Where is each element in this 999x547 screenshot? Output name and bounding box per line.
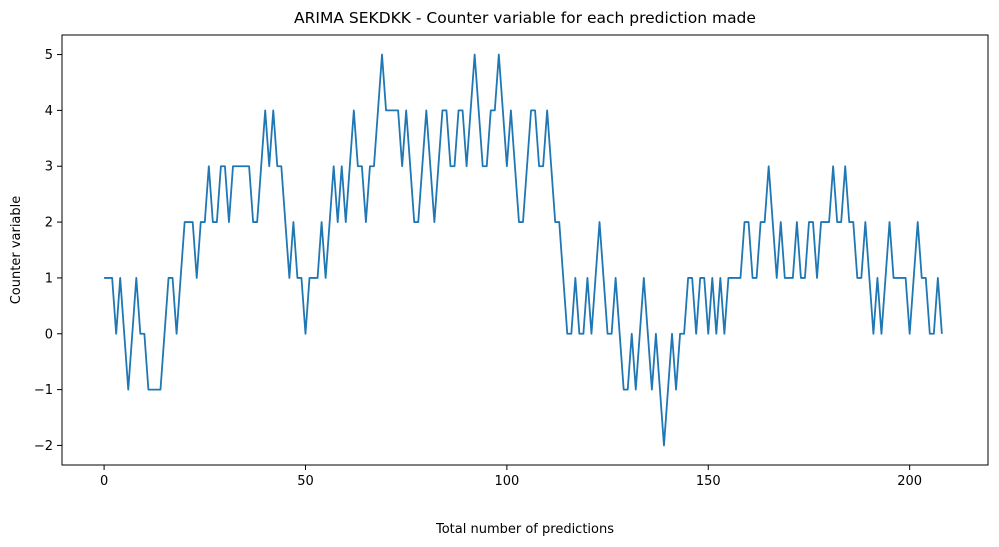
y-axis-title: Counter variable <box>9 196 24 305</box>
y-tick-label: −1 <box>34 383 53 398</box>
series-line <box>104 53 943 447</box>
y-tick-label: 5 <box>45 48 53 63</box>
chart-title: ARIMA SEKDKK - Counter variable for each… <box>294 9 756 27</box>
x-tick-label: 0 <box>100 474 108 489</box>
y-tick-label: 2 <box>45 216 53 231</box>
x-axis: 0 50 100 150 200 <box>100 465 922 489</box>
y-tick-label: 3 <box>45 160 53 175</box>
x-tick-label: 100 <box>494 474 519 489</box>
y-tick-label: 1 <box>45 271 53 286</box>
x-tick-label: 150 <box>696 474 721 489</box>
x-tick-label: 200 <box>897 474 922 489</box>
y-axis: −2 −1 0 1 2 3 4 5 <box>34 48 62 454</box>
y-tick-label: −2 <box>34 439 53 454</box>
y-tick-label: 4 <box>45 104 53 119</box>
y-tick-label: 0 <box>45 327 53 342</box>
plot-area-frame <box>61 34 989 466</box>
x-axis-title: Total number of predictions <box>435 522 614 537</box>
x-tick-label: 50 <box>297 474 314 489</box>
